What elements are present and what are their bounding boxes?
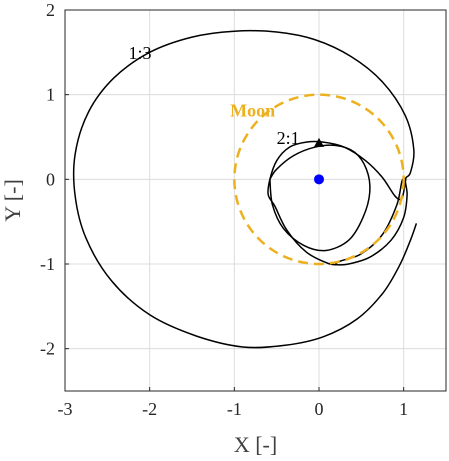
series-2-1-inner-line [269,144,371,252]
y-tick-label: -2 [40,339,55,359]
plot-frame [64,9,447,392]
y-tick-label: 2 [46,0,55,20]
x-tick-label: 0 [315,399,324,419]
series-2-1-line [267,140,407,266]
series-layer [72,29,418,349]
x-tick-label: 1 [399,399,408,419]
y-axis-label: Y [-] [0,179,25,222]
y-tick-label: 0 [46,169,55,189]
annotation-moon: Moon [230,101,275,121]
annotation-1-3: 1:3 [129,43,152,63]
series-1-3-line [72,29,418,349]
marker-earth [314,174,324,185]
tick-layer: -3 -2 -1 0 1 -2 -1 0 1 2 [40,0,408,419]
x-tick-label: -2 [142,399,157,419]
y-tick-label: 1 [46,85,55,105]
series-moon-orbit [233,93,405,266]
grid-lines [64,9,446,391]
marker-layer [314,137,324,185]
x-axis-label: X [-] [234,432,277,457]
annotation-2-1: 2:1 [277,128,300,148]
marker-start [314,137,324,147]
x-tick-label: -1 [227,399,242,419]
y-tick-label: -1 [40,254,55,274]
x-tick-label: -3 [58,399,73,419]
